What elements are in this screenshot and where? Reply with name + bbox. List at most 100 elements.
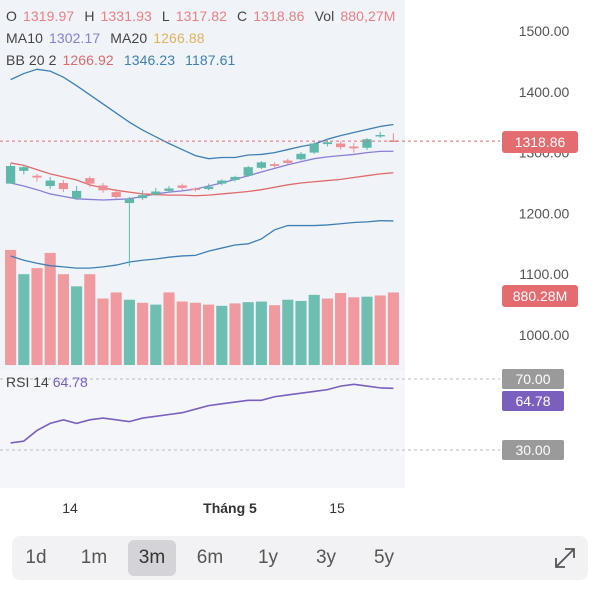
ma10-value: 1302.17 xyxy=(48,30,101,46)
time-tick-label: 15 xyxy=(329,500,345,516)
moving-averages xyxy=(10,150,394,201)
open-value: 1319.97 xyxy=(23,8,75,24)
timeframe-1d[interactable]: 1d xyxy=(25,547,47,568)
timeframe-3y[interactable]: 3y xyxy=(315,547,337,568)
volume-tag: 880.28M xyxy=(502,285,578,307)
timeframe-5y[interactable]: 5y xyxy=(373,547,395,568)
bb-lower-line xyxy=(10,220,394,269)
volume-bar xyxy=(216,305,228,365)
candle-body xyxy=(375,134,385,137)
ma-info: MA10 1302.17 MA20 1266.88 xyxy=(6,30,211,46)
candle-body xyxy=(243,167,253,176)
volume-bar xyxy=(269,305,281,365)
candle-body xyxy=(124,198,135,204)
open-label: O xyxy=(6,8,17,24)
rsi-30-tag: 30.00 xyxy=(502,440,564,460)
bb-upper-line xyxy=(10,68,394,160)
high-value: 1331.93 xyxy=(100,8,152,24)
volume-bar xyxy=(335,293,347,365)
time-tick-label: 14 xyxy=(62,500,78,516)
volume-bar xyxy=(348,297,360,365)
bb-info: BB 20 2 1266.92 1346.23 1187.61 xyxy=(6,52,241,68)
candle-body xyxy=(335,143,346,148)
volume-bar xyxy=(374,295,386,365)
high-label: H xyxy=(84,8,95,24)
volume-bar xyxy=(308,294,320,365)
ohlc-info: O 1319.97 H 1331.93 L 1317.82 C 1318.86 Vol 8… xyxy=(6,8,402,24)
volume-bar xyxy=(361,296,373,365)
volume-bar xyxy=(255,301,267,365)
expand-icon[interactable] xyxy=(552,545,578,571)
bollinger-bands xyxy=(10,68,394,269)
volume-bar xyxy=(163,292,175,365)
volume-bars xyxy=(5,249,399,365)
rsi-info: RSI 14 64.78 xyxy=(6,374,88,390)
volume-bar xyxy=(189,302,201,365)
candle-body xyxy=(98,185,108,191)
price-tag-label: 1318.86 xyxy=(515,134,566,150)
price-tick-label: 1400.00 xyxy=(519,84,570,100)
candle-body xyxy=(85,178,95,184)
candlestick-chart[interactable]: 1500.001400.001300.001200.001100.001000.… xyxy=(0,0,600,530)
ma20-label: MA20 xyxy=(110,30,148,46)
candle-body xyxy=(111,192,121,197)
volume-bar xyxy=(57,274,69,365)
volume-bar xyxy=(387,292,399,365)
volume-value: 880,27M xyxy=(340,8,396,24)
volume-bar xyxy=(229,303,241,365)
candle-body xyxy=(190,188,201,190)
timeframe-6m[interactable]: 6m xyxy=(196,547,224,568)
candle-body xyxy=(58,183,69,190)
volume-bar xyxy=(110,292,122,365)
candle-body xyxy=(164,188,174,191)
candle-body xyxy=(32,175,42,178)
timeframe-3m[interactable]: 3m xyxy=(128,540,176,576)
volume-bar xyxy=(71,286,83,365)
candle-body xyxy=(230,176,240,180)
volume-bar xyxy=(97,298,109,365)
timeframe-1m[interactable]: 1m xyxy=(80,547,108,568)
ma10-line xyxy=(10,150,394,201)
volume-bar xyxy=(203,304,215,365)
price-tick-label: 1100.00 xyxy=(519,266,569,282)
rsi-value-label: 64.78 xyxy=(515,393,550,409)
rsi-30-label: 30.00 xyxy=(515,442,550,458)
bb-upper-value: 1266.92 xyxy=(62,52,114,68)
candle-body xyxy=(217,180,227,184)
candle-body xyxy=(296,153,306,160)
price-tick-label: 1000.00 xyxy=(519,327,570,343)
close-value: 1318.86 xyxy=(253,8,305,24)
price-tick-label: 1500.00 xyxy=(519,23,570,39)
rsi-value-tag: 64.78 xyxy=(502,391,564,411)
price-tag: 1318.86 xyxy=(502,131,578,153)
rsi-line xyxy=(10,383,394,444)
volume-label: Vol xyxy=(314,8,335,24)
candle-body xyxy=(362,139,372,148)
volume-bar xyxy=(84,274,96,365)
candle-body xyxy=(283,160,293,163)
ma20-line xyxy=(10,162,394,197)
low-label: L xyxy=(161,8,170,24)
rsi-label: RSI 14 xyxy=(6,374,49,390)
time-axis: 14 Tháng 5 15 xyxy=(62,500,345,516)
candle-body xyxy=(203,186,214,190)
candle-body xyxy=(322,142,333,145)
timeframe-1y[interactable]: 1y xyxy=(257,547,279,568)
rsi-70-tag: 70.00 xyxy=(502,369,564,389)
candle-body xyxy=(45,180,55,187)
price-tick-label: 1200.00 xyxy=(519,205,570,221)
volume-bar xyxy=(44,252,56,365)
rsi-value: 64.78 xyxy=(52,374,88,390)
volume-bar xyxy=(282,299,294,365)
bb-middle-value: 1346.23 xyxy=(123,52,176,68)
volume-bar xyxy=(137,302,149,365)
candle-body xyxy=(177,185,187,188)
volume-bar xyxy=(295,300,307,365)
rsi-70-label: 70.00 xyxy=(515,371,550,387)
ma20-value: 1266.88 xyxy=(153,30,205,46)
candle-body xyxy=(388,140,399,142)
candle-body xyxy=(309,143,319,153)
candle-body xyxy=(256,162,267,168)
volume-bar xyxy=(31,268,43,365)
volume-bar xyxy=(176,301,188,365)
